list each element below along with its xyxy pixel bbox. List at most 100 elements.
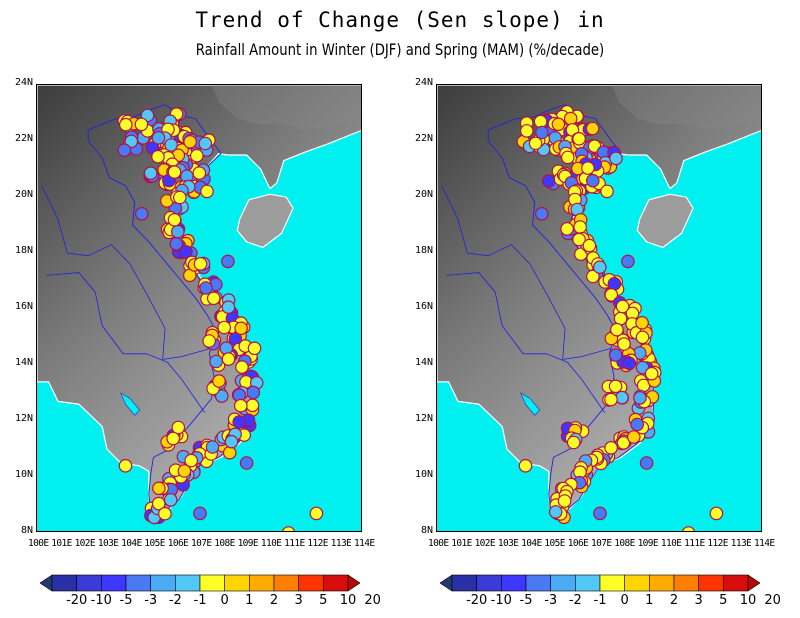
station-marker [615,390,629,405]
colorbar-tick-label: -5 [119,593,133,608]
latitude-tick-label: 24N [414,77,433,88]
colorbar-arrow-high [747,574,761,592]
colorbar-segment [599,574,626,592]
station-marker [135,207,149,221]
longitude-tick-label: 112E [707,538,728,549]
station-marker [198,136,213,151]
colorbar-segment [722,574,749,592]
station-markers [516,105,724,531]
station-marker [234,321,248,336]
colorbar-tick-label: -2 [168,593,182,608]
station-marker [535,207,549,221]
longitude-tick-label: 111E [284,538,305,549]
latitude-tick-label: 8N [20,525,33,536]
longitude-axis-left: 100E 101E 102E 103E 104E 105E 106E 107E 108E 109E… [28,538,375,552]
station-marker [566,435,581,450]
station-marker [572,131,586,146]
station-marker [179,245,193,259]
latitude-tick-label: 16N [14,301,33,312]
station-marker [518,458,533,473]
station-marker [221,254,235,269]
station-marker [215,389,229,403]
station-marker [167,213,182,227]
hainan-island [236,193,294,249]
colorbar-tick-label: -10 [90,593,112,608]
station-marker [309,506,324,521]
colorbar-tick-label: -10 [490,593,512,608]
colorbar-tick-label: -3 [144,593,158,608]
map-frame [436,84,762,532]
latitude-tick-label: 10N [14,469,33,480]
longitude-tick-label: 110E [660,538,682,549]
station-marker [607,277,622,291]
colorbar-tick-label: 1 [645,593,654,608]
station-marker [582,238,597,253]
station-marker [635,330,650,345]
station-marker [151,496,166,511]
station-marker [235,360,249,374]
colorbar-tick-label: 10 [339,593,357,608]
lake [120,392,140,416]
station-marker [573,220,587,234]
colorbar-tick-label: 5 [719,593,728,608]
station-marker [609,151,623,166]
longitude-tick-label: 108E [214,538,235,549]
longitude-tick-label: 104E [521,538,542,549]
station-marker [246,385,261,400]
longitude-tick-label: 109E [237,538,259,549]
station-marker [586,269,600,284]
colorbar-arrow-low [439,574,453,592]
station-marker [630,417,644,432]
station-marker [557,494,572,508]
colorbar-segment [476,574,502,592]
station-marker [535,125,549,140]
station-marker [520,124,534,138]
colorbar-tick-label: -3 [544,593,558,608]
colorbar-tick-label: 5 [319,593,328,608]
longitude-tick-label: 102E [74,538,96,549]
station-marker [234,398,248,413]
longitude-tick-label: 103E [497,538,519,549]
china-south-land [437,85,761,130]
station-marker [219,341,234,355]
latitude-tick-label: 18N [14,245,33,256]
station-marker [600,184,614,199]
map-panel-spring [436,84,762,536]
station-marker [192,166,207,180]
latitude-tick-label: 22N [414,133,433,144]
station-marker [134,117,149,132]
station-marker [193,257,208,271]
laos-border [441,185,612,360]
colorbar-tick-label: -20 [66,593,88,608]
hainan-island [636,193,694,249]
station-markers [117,107,324,531]
longitude-tick-label: 112E [307,538,328,549]
colorbar-segment [125,574,152,592]
colorbar-segment [451,574,478,592]
station-marker [644,366,659,381]
colorbar-segment [322,574,349,592]
station-marker [177,464,192,478]
station-marker [633,391,647,405]
latitude-tick-label: 12N [414,413,433,424]
station-marker [548,505,563,519]
colorbar-tick-label: 0 [620,593,629,608]
station-marker [217,320,231,335]
station-marker [193,506,207,521]
colorbar-arrow-low [39,574,53,592]
station-marker [119,117,133,132]
longitude-tick-label: 110E [260,538,282,549]
station-marker [615,299,630,314]
station-marker [627,430,641,444]
station-marker [586,173,600,188]
colorbar-tick-label: -5 [519,593,533,608]
longitude-tick-label: 106E [167,538,189,549]
station-marker [616,436,631,450]
station-marker [199,281,213,295]
longitude-tick-label: 105E [144,538,165,549]
colorbar-segment [550,574,576,592]
station-marker [247,341,262,356]
colorbar-tick-label: 0 [220,593,229,608]
station-marker [581,161,595,175]
colorbar-arrow-high [347,574,361,592]
